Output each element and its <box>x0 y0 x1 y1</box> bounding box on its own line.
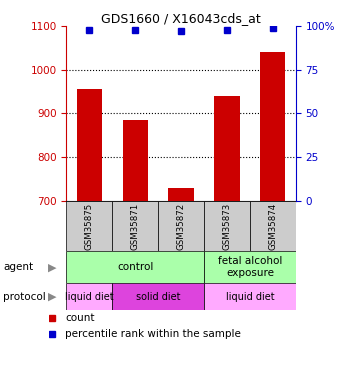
Text: fetal alcohol
exposure: fetal alcohol exposure <box>218 256 282 278</box>
Bar <box>204 251 296 283</box>
Text: solid diet: solid diet <box>136 292 180 302</box>
Bar <box>260 53 286 201</box>
Bar <box>158 201 204 251</box>
Title: GDS1660 / X16043cds_at: GDS1660 / X16043cds_at <box>101 12 261 25</box>
Bar <box>122 120 148 201</box>
Text: control: control <box>117 262 153 272</box>
Bar <box>112 283 204 310</box>
Text: count: count <box>65 313 95 323</box>
Text: protocol: protocol <box>3 292 46 302</box>
Bar <box>66 251 204 283</box>
Text: GSM35872: GSM35872 <box>176 202 186 250</box>
Bar <box>66 283 112 310</box>
Bar <box>214 96 240 201</box>
Text: ▶: ▶ <box>49 262 57 272</box>
Text: liquid diet: liquid diet <box>225 292 274 302</box>
Bar <box>204 201 250 251</box>
Bar <box>66 201 112 251</box>
Text: GSM35871: GSM35871 <box>131 202 140 250</box>
Text: percentile rank within the sample: percentile rank within the sample <box>65 329 241 339</box>
Text: GSM35875: GSM35875 <box>85 202 94 250</box>
Text: agent: agent <box>3 262 34 272</box>
Bar <box>250 201 296 251</box>
Text: liquid diet: liquid diet <box>65 292 114 302</box>
Bar <box>112 201 158 251</box>
Bar <box>76 90 102 201</box>
Text: ▶: ▶ <box>49 292 57 302</box>
Bar <box>168 188 194 201</box>
Bar <box>204 283 296 310</box>
Text: GSM35873: GSM35873 <box>222 202 232 250</box>
Text: GSM35874: GSM35874 <box>268 202 277 250</box>
